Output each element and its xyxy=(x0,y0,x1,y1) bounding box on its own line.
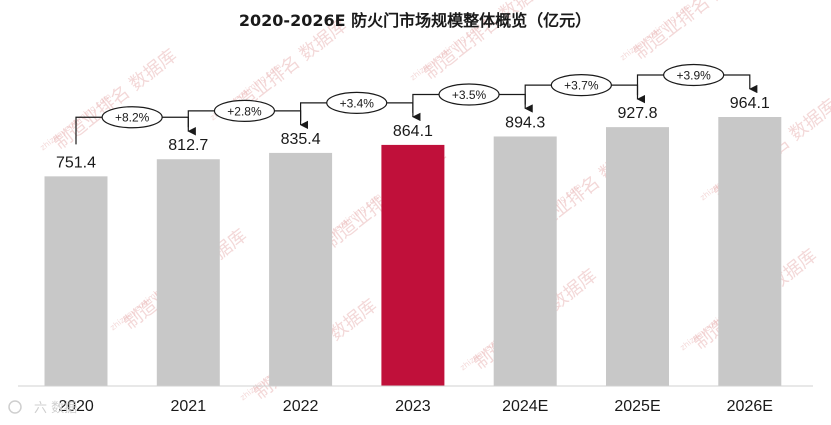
growth-badge xyxy=(213,99,276,123)
logo-text: 六 数据 xyxy=(34,401,77,416)
value-label-2026E: 964.1 xyxy=(730,95,770,112)
chart-title: 2020-2026E 防火门市场规模整体概览（亿元） xyxy=(239,11,591,30)
value-label-2022: 835.4 xyxy=(281,131,321,148)
x-tick-2024E: 2024E xyxy=(502,398,548,415)
value-label-2020: 751.4 xyxy=(56,154,96,171)
brand-logo: 六 数据 xyxy=(8,400,77,416)
logo-icon xyxy=(8,400,22,414)
growth-badge xyxy=(326,91,388,115)
growth-connector-6: +3.9% xyxy=(636,63,758,96)
x-tick-2025E: 2025E xyxy=(614,398,660,415)
growth-connector-5: +3.7% xyxy=(524,74,646,105)
value-label-2023: 864.1 xyxy=(393,123,433,140)
growth-label: +8.2% xyxy=(115,111,150,125)
bar-2023 xyxy=(381,144,445,386)
growth-badge xyxy=(663,63,725,87)
value-label-2025E: 927.8 xyxy=(617,105,657,122)
growth-connector-1: +8.2% xyxy=(75,106,196,145)
x-tick-2022: 2022 xyxy=(283,398,319,415)
x-tick-2026E: 2026E xyxy=(727,398,773,415)
x-tick-2021: 2021 xyxy=(171,398,207,415)
watermark-text: 制造业排名 数据库 xyxy=(50,45,181,154)
growth-label: +2.8% xyxy=(227,104,262,118)
bar-2022 xyxy=(269,152,333,386)
value-label-2021: 812.7 xyxy=(168,137,208,154)
x-axis-ticks: 2020 2021 2022 2023 2024E 2025E 2026E xyxy=(58,398,773,415)
bar-2025E xyxy=(606,127,669,387)
value-label-2024E: 894.3 xyxy=(505,114,545,131)
growth-connector-2: +2.8% xyxy=(187,99,309,130)
growth-connector-3: +3.4% xyxy=(300,91,421,122)
value-labels-group: 751.4 812.7 835.4 864.1 894.3 927.8 964.1 xyxy=(56,95,770,171)
x-tick-2023: 2023 xyxy=(395,398,431,415)
x-tick-2020: 2020 xyxy=(58,398,94,415)
bar-2021 xyxy=(156,159,220,386)
growth-badge xyxy=(101,106,163,129)
bar-2020 xyxy=(44,176,108,386)
bars-group xyxy=(44,117,782,387)
growth-badge xyxy=(550,74,612,97)
growth-label: +3.5% xyxy=(452,88,487,102)
growth-connectors-group: +8.2% +2.8% +3.4% +3.5% +3.7% +3.9% xyxy=(75,63,758,145)
growth-label: +3.7% xyxy=(564,79,599,93)
growth-connector-4: +3.5% xyxy=(412,83,533,113)
bar-2024E xyxy=(493,136,557,386)
growth-badge xyxy=(438,83,500,106)
growth-label: +3.4% xyxy=(340,96,375,110)
bar-2026E xyxy=(718,117,782,386)
growth-label: +3.9% xyxy=(676,69,711,83)
